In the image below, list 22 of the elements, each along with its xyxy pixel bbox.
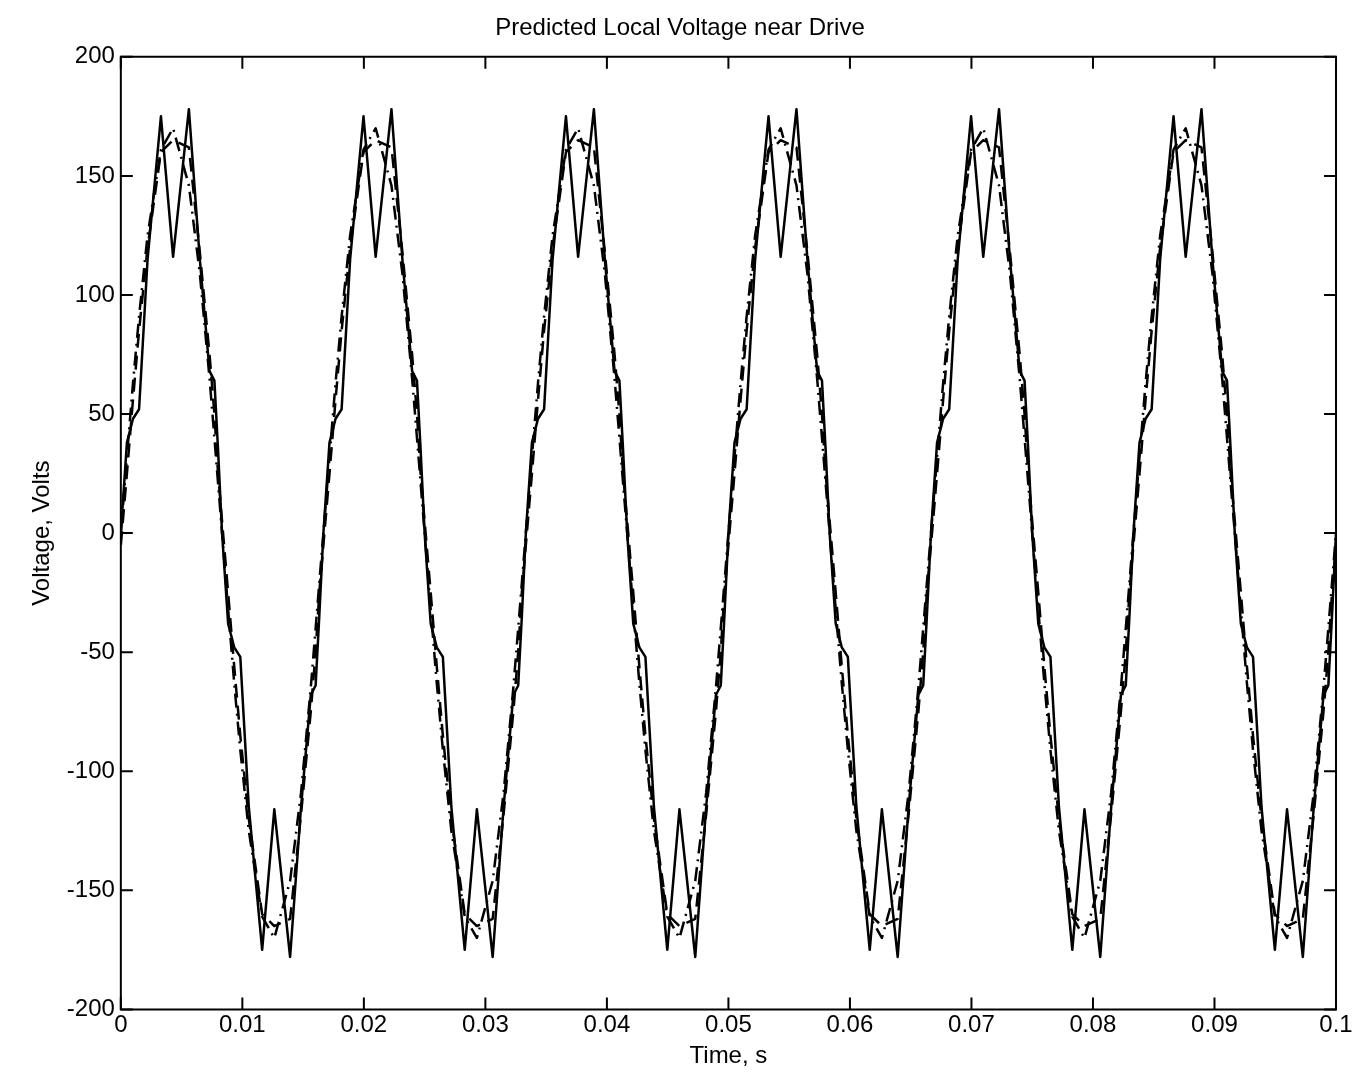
x-tick-label: 0.09 — [1191, 1010, 1238, 1038]
y-tick-label: 200 — [74, 41, 115, 69]
y-tick-label: -150 — [66, 874, 115, 902]
y-tick-label: 0 — [101, 517, 115, 545]
y-tick-label: -100 — [66, 755, 115, 783]
y-tick-label: 100 — [74, 279, 115, 307]
x-tick-label: 0.02 — [340, 1010, 388, 1038]
y-tick-label: -200 — [66, 994, 115, 1022]
x-tick-label: 0.05 — [705, 1010, 752, 1038]
y-axis-title: Voltage, Volts — [27, 460, 55, 606]
x-tick-label: 0.08 — [1069, 1010, 1117, 1038]
x-axis-title: Time, s — [689, 1041, 768, 1069]
x-tick-label: 0.01 — [218, 1010, 266, 1038]
y-tick-label: 50 — [88, 398, 115, 426]
x-tick-label: 0.06 — [826, 1010, 874, 1038]
x-tick-label: 0.03 — [462, 1010, 509, 1038]
chart-title: Predicted Local Voltage near Drive — [495, 13, 865, 41]
x-tick-label: 0.07 — [948, 1010, 995, 1038]
y-tick-label: -50 — [80, 636, 115, 664]
x-tick-label: 0.04 — [583, 1010, 631, 1038]
x-tick-label: 0.1 — [1319, 1010, 1353, 1038]
y-tick-label: 150 — [74, 160, 115, 188]
